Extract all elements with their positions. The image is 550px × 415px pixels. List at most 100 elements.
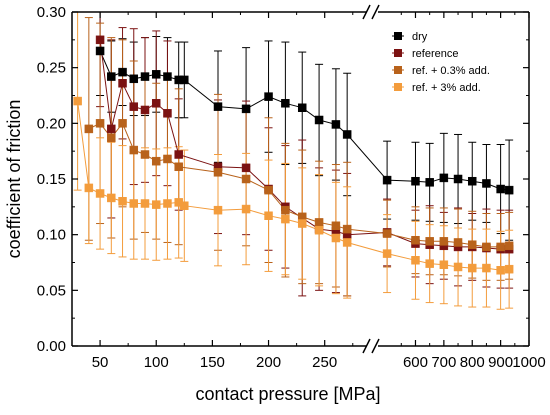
series-0-point (342, 130, 352, 139)
series-0-point (129, 74, 139, 84)
series-3-point (140, 199, 150, 208)
x-tick-label: 800 (460, 354, 485, 371)
series-0-point (467, 176, 477, 186)
series-0-point (281, 99, 290, 108)
series-3-point (425, 259, 434, 268)
series-3-point (84, 183, 94, 193)
series-2-point (95, 119, 105, 128)
x-tick-label: 50 (92, 354, 109, 371)
series-3-point (264, 211, 273, 220)
series-3-point (95, 189, 105, 198)
series-0-point (314, 115, 324, 125)
series-2-point (467, 240, 477, 249)
series-2-point (129, 145, 139, 155)
legend-background (388, 24, 512, 94)
y-tick-label: 0.20 (37, 115, 66, 132)
series-2-point (281, 205, 290, 215)
series-0-point (107, 72, 116, 81)
y-tick-label: 0.05 (37, 282, 66, 299)
legend-marker (394, 66, 402, 74)
series-1-point (241, 163, 251, 173)
data-points-layer (73, 35, 514, 275)
series-3-point (281, 214, 290, 224)
legend-marker (394, 83, 402, 91)
series-2-point (496, 242, 505, 252)
series-0-point (140, 72, 150, 81)
series-3-point (411, 256, 420, 265)
series-0-point (482, 179, 491, 188)
series-2-point (504, 241, 514, 251)
series-2-point (84, 124, 94, 134)
x-tick-label: 200 (256, 354, 281, 371)
axis-break-mark (371, 338, 380, 354)
axis-break-mark (362, 4, 371, 20)
series-3-point (439, 260, 449, 269)
y-axis-label: coefficient of friction (4, 100, 24, 259)
y-tick-label: 0.25 (37, 60, 66, 77)
series-2-point (342, 224, 352, 234)
x-tick-label: 1000 (512, 354, 545, 371)
series-1-point (151, 99, 161, 108)
series-0-point (496, 184, 505, 194)
series-3-line (77, 101, 510, 271)
series-0-point (453, 174, 463, 184)
legend-marker (394, 32, 402, 40)
series-3-point (382, 249, 392, 258)
legend-label: dry (412, 31, 428, 43)
x-tick-label: 700 (431, 354, 456, 371)
axis-break-gap (367, 339, 378, 353)
series-2-point (382, 229, 392, 238)
series-2-point (331, 221, 341, 231)
series-1-point (174, 150, 183, 159)
series-0-point (180, 75, 189, 85)
series-0-point (118, 67, 127, 77)
series-0-point (382, 175, 392, 185)
series-3-point (482, 263, 491, 273)
series-1-point (107, 124, 116, 134)
y-tick-label: 0.10 (37, 227, 66, 244)
x-tick-label: 100 (144, 354, 169, 371)
legend-label: ref. + 3% add. (412, 82, 481, 94)
series-0-point (504, 185, 514, 195)
series-0-point (241, 104, 251, 114)
series-1-point (140, 105, 150, 115)
series-2-line (88, 122, 510, 248)
series-3-point (241, 204, 251, 214)
series-2-point (439, 237, 449, 246)
series-0-point (411, 176, 420, 186)
series-3-point (331, 233, 341, 243)
legend-marker (394, 49, 402, 57)
series-1-point (118, 79, 127, 88)
y-tick-label: 0.00 (37, 338, 66, 355)
series-1-point (163, 109, 172, 118)
series-2-point (425, 237, 434, 246)
series-3-point (496, 266, 505, 275)
series-2-point (151, 156, 161, 166)
series-3-point (151, 200, 161, 209)
series-2-point (241, 174, 251, 184)
x-axis-label: contact pressure [MPa] (195, 384, 380, 404)
legend-label: reference (412, 48, 458, 60)
series-1-point (129, 102, 139, 111)
series-3-point (163, 199, 172, 208)
series-2-point (411, 235, 420, 245)
series-2-point (107, 133, 116, 143)
axis-break-mark (371, 4, 380, 20)
x-tick-label: 600 (403, 354, 428, 371)
series-3-point (118, 197, 127, 206)
axis-break-mark (362, 338, 371, 354)
series-0-point (163, 72, 172, 81)
series-0-point (425, 178, 434, 187)
series-2-point (140, 150, 150, 159)
x-tick-label: 250 (312, 354, 337, 371)
series-1-point (95, 35, 105, 45)
series-2-point (264, 185, 273, 195)
series-3-point (504, 264, 514, 274)
series-3-point (342, 238, 352, 247)
series-3-point (129, 199, 139, 208)
series-2-point (213, 168, 223, 177)
x-tick-label: 900 (488, 354, 513, 371)
legend-label: ref. + 0.3% add. (412, 65, 490, 77)
